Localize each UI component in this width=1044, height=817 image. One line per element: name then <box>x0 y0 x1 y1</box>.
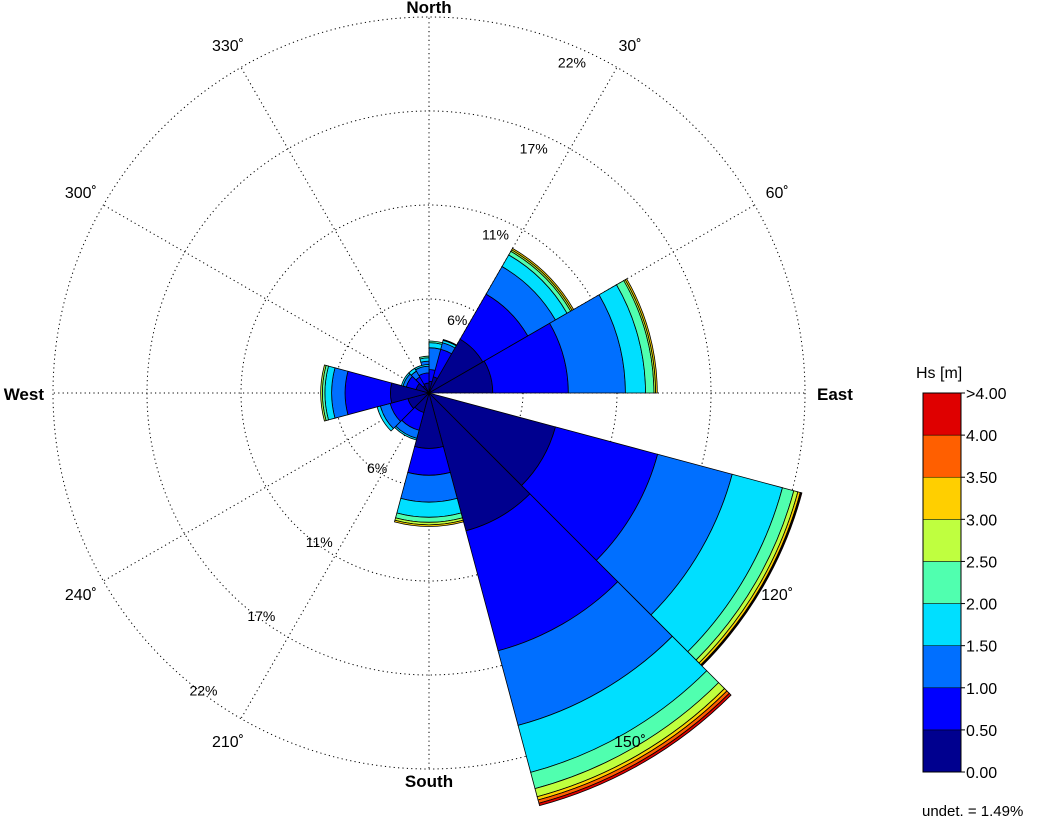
north-label: North <box>406 0 451 17</box>
angle-label-120: 120˚ <box>761 587 793 604</box>
grid-spoke-330 <box>240 67 430 394</box>
grid-spoke-240 <box>103 392 430 582</box>
grid-ring-4 <box>52 16 806 770</box>
grid-spoke-210 <box>240 392 430 719</box>
legend-swatch-5 <box>922 519 962 562</box>
legend-tick-3: 1.50 <box>966 639 997 656</box>
east-label: East <box>817 385 853 404</box>
legend-tick-9: >4.00 <box>966 386 1007 403</box>
angle-label-300: 300˚ <box>65 185 97 202</box>
angle-label-60: 60˚ <box>766 185 789 202</box>
legend-swatch-0 <box>922 729 962 773</box>
angle-label-210: 210˚ <box>212 734 244 751</box>
legend-swatch-8 <box>922 392 962 436</box>
sector-75-bin-6 <box>624 278 658 394</box>
angle-label-330: 330˚ <box>212 38 244 55</box>
legend-tick-0: 0.00 <box>966 765 997 782</box>
ring-label-sw-1: 6% <box>367 460 387 476</box>
angle-label-240: 240˚ <box>65 587 97 604</box>
ring-label-ne-2: 11% <box>482 226 509 242</box>
sector-270-bin-5 <box>320 364 327 422</box>
legend-tick-7: 3.50 <box>966 470 997 487</box>
legend-tick-2: 1.00 <box>966 681 997 698</box>
grid-spoke-300 <box>103 204 430 394</box>
ring-label-ne-1: 6% <box>447 312 467 328</box>
ring-label-sw-3: 17% <box>247 608 275 624</box>
legend-tick-5: 2.50 <box>966 554 997 571</box>
sector-150-bin-8 <box>538 692 732 807</box>
ring-label-sw-2: 11% <box>306 534 333 550</box>
ring-label-ne-4: 22% <box>558 55 586 71</box>
sector-180-bin-1 <box>407 446 451 476</box>
undetermined-label: undet. = 1.49% <box>922 803 1023 817</box>
legend-tick-1: 0.50 <box>966 723 997 740</box>
legend-swatch-7 <box>922 434 962 478</box>
legend-swatch-6 <box>922 476 962 520</box>
angle-label-30: 30˚ <box>618 38 641 55</box>
legend-swatch-4 <box>922 561 962 604</box>
color-legend: Hs [m] 0.00 0.50 1.00 1.50 2.00 2.50 3.00 3.50 4… <box>916 365 1007 782</box>
ring-label-ne-3: 17% <box>520 140 548 156</box>
rose-sectors <box>320 247 803 807</box>
legend-tick-4: 2.00 <box>966 597 997 614</box>
legend-tick-6: 3.00 <box>966 512 997 529</box>
sector-180-bin-6 <box>393 519 465 527</box>
axis-labels: North South East West 30˚ 60˚ 120˚ 150˚ 210˚… <box>4 0 854 791</box>
legend-swatch-1 <box>922 687 962 731</box>
sector-345-bin-3 <box>414 364 430 371</box>
south-label: South <box>405 772 453 791</box>
sector-180-bin-2 <box>400 471 458 503</box>
legend-tick-8: 4.00 <box>966 428 997 445</box>
angle-label-150: 150˚ <box>614 734 646 751</box>
west-label: West <box>4 385 45 404</box>
legend-swatch-2 <box>922 645 962 689</box>
legend-swatch-3 <box>922 603 962 646</box>
legend-title: Hs [m] <box>916 365 962 382</box>
legend-frame <box>922 392 962 773</box>
ring-label-sw-4: 22% <box>189 682 217 698</box>
